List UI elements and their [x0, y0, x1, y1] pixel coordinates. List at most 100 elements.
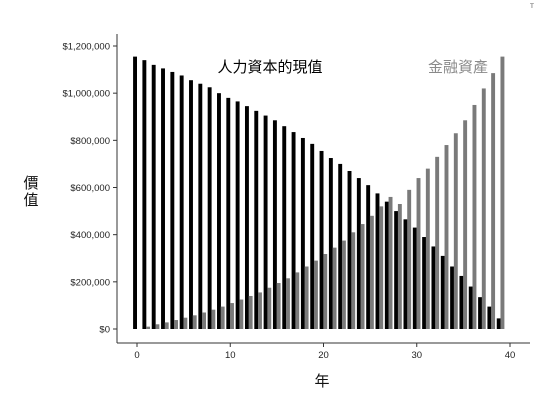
bar-financial-assets: [472, 104, 477, 329]
bar-financial-assets: [491, 73, 496, 329]
bar-financial-assets: [388, 196, 393, 329]
y-tick-label: $400,000: [70, 230, 110, 241]
bar-human-capital: [338, 163, 343, 329]
bar-human-capital: [244, 106, 249, 329]
bar-financial-assets: [211, 309, 216, 329]
bar-human-capital: [133, 56, 137, 330]
bar-financial-assets: [332, 247, 337, 329]
bar-financial-assets: [351, 232, 356, 329]
chart-bars: [133, 56, 505, 330]
bar-human-capital: [161, 68, 165, 329]
y-axis-ticks: $0 $200,000 $400,000 $600,000 $800,000 $1,000…: [62, 42, 117, 336]
bar-human-capital: [468, 286, 473, 329]
bar-human-capital: [412, 227, 417, 329]
bar-financial-assets: [220, 306, 225, 329]
bar-human-capital: [235, 101, 240, 329]
corner-mark: T: [529, 3, 534, 10]
bar-human-capital: [450, 266, 455, 329]
bar-human-capital: [263, 115, 268, 329]
bar-financial-assets: [341, 240, 346, 329]
bar-financial-assets: [230, 303, 234, 329]
bar-human-capital: [478, 297, 483, 329]
bar-financial-assets: [267, 287, 272, 329]
series-label-human-capital: 人力資本的現值: [217, 58, 322, 76]
bar-human-capital: [310, 143, 315, 329]
bar-financial-assets: [397, 204, 402, 329]
bar-financial-assets: [453, 133, 458, 329]
bar-human-capital: [347, 170, 352, 329]
bar-financial-assets: [295, 272, 300, 329]
bar-human-capital: [375, 193, 380, 329]
bar-human-capital: [179, 75, 184, 330]
bar-financial-assets: [239, 299, 244, 329]
y-tick-label: $1,000,000: [62, 89, 110, 100]
bar-financial-assets: [304, 266, 309, 329]
y-tick-label: $0: [99, 325, 110, 336]
bar-financial-assets: [146, 326, 151, 329]
bar-human-capital: [272, 120, 277, 329]
x-axis-ticks: 0 10 20 30 40: [134, 343, 515, 361]
bar-financial-assets: [276, 283, 281, 329]
bar-financial-assets: [313, 260, 318, 329]
y-tick-label: $600,000: [70, 183, 110, 194]
bar-human-capital: [328, 158, 333, 329]
x-tick-label: 20: [318, 350, 329, 361]
bar-financial-assets: [407, 189, 412, 329]
bar-human-capital: [384, 201, 389, 329]
bar-financial-assets: [360, 224, 365, 329]
bar-financial-assets: [481, 88, 486, 329]
series-label-financial-assets: 金融資產: [428, 58, 488, 76]
bar-human-capital: [394, 211, 399, 329]
bar-financial-assets: [155, 324, 160, 329]
y-tick-label: $200,000: [70, 277, 110, 288]
bar-human-capital: [189, 80, 193, 329]
bar-human-capital: [282, 126, 287, 329]
bar-financial-assets: [444, 145, 449, 329]
bar-financial-assets: [164, 322, 169, 329]
bar-financial-assets: [369, 215, 374, 329]
bar-financial-assets: [192, 315, 197, 329]
bar-financial-assets: [435, 156, 440, 329]
bar-human-capital: [151, 64, 156, 329]
bar-financial-assets: [248, 295, 253, 329]
x-tick-label: 40: [505, 350, 516, 361]
x-tick-label: 10: [225, 350, 236, 361]
bar-financial-assets: [425, 168, 430, 329]
bar-human-capital: [291, 132, 296, 329]
bar-human-capital: [459, 275, 464, 329]
x-tick-label: 30: [411, 350, 422, 361]
y-axis-title: 價值: [23, 174, 38, 209]
x-tick-label: 0: [134, 350, 139, 361]
bar-financial-assets: [183, 317, 188, 329]
bar-human-capital: [422, 237, 427, 329]
bar-financial-assets: [500, 56, 505, 330]
bar-human-capital: [356, 178, 361, 329]
bar-human-capital: [226, 97, 231, 329]
bar-human-capital: [142, 60, 147, 330]
bar-financial-assets: [379, 206, 384, 329]
bar-financial-assets: [286, 278, 290, 329]
bar-human-capital: [366, 185, 371, 329]
bar-human-capital: [403, 219, 408, 329]
x-axis-title: 年: [314, 372, 329, 390]
bar-human-capital: [170, 71, 175, 330]
bar-human-capital: [431, 246, 436, 329]
bar-human-capital: [217, 93, 221, 330]
bar-human-capital: [207, 87, 212, 329]
bar-financial-assets: [416, 178, 421, 329]
bar-financial-assets: [258, 292, 262, 329]
bar-human-capital: [319, 150, 324, 329]
bar-human-capital: [198, 83, 203, 329]
bar-human-capital: [440, 255, 445, 329]
bar-human-capital: [254, 110, 259, 330]
bar-financial-assets: [463, 120, 468, 329]
bar-human-capital: [300, 137, 305, 329]
bar-financial-assets: [323, 254, 328, 329]
bar-financial-assets: [174, 320, 179, 329]
bar-human-capital: [487, 306, 492, 329]
y-tick-label: $1,200,000: [62, 42, 110, 53]
y-tick-label: $800,000: [70, 136, 110, 147]
bar-human-capital: [496, 318, 501, 329]
bar-financial-assets: [202, 312, 206, 329]
